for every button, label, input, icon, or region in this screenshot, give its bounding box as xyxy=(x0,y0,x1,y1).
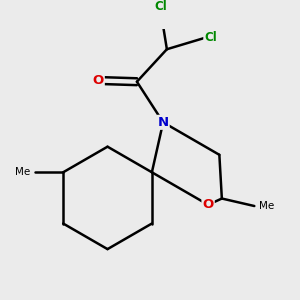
Text: Cl: Cl xyxy=(154,0,167,13)
Text: O: O xyxy=(92,74,104,87)
Text: O: O xyxy=(202,198,214,211)
Text: Cl: Cl xyxy=(204,32,217,44)
Text: Me: Me xyxy=(15,167,30,177)
Text: Me: Me xyxy=(259,201,274,211)
Text: N: N xyxy=(158,116,169,129)
